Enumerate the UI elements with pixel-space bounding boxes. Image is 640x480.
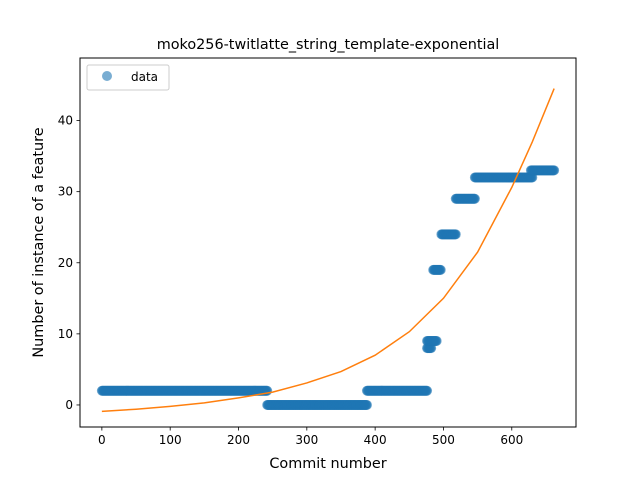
data-point	[435, 264, 446, 275]
y-tick-label: 40	[58, 114, 73, 128]
y-tick-label: 10	[58, 327, 73, 341]
x-tick-label: 100	[159, 433, 182, 447]
data-point	[361, 399, 372, 410]
data-series	[96, 165, 560, 410]
x-tick-label: 0	[98, 433, 106, 447]
y-tick-label: 20	[58, 256, 73, 270]
x-tick-label: 600	[500, 433, 523, 447]
data-point	[431, 335, 442, 346]
x-tick-label: 300	[295, 433, 318, 447]
x-tick-label: 200	[227, 433, 250, 447]
y-axis-label: Number of instance of a feature	[31, 127, 47, 357]
data-point	[450, 229, 461, 240]
legend: data	[86, 64, 170, 91]
y-axis-ticks: 0 10 20 30 40	[58, 114, 80, 412]
x-axis-ticks: 0 100 200 300 400 500 600	[98, 427, 523, 447]
data-point	[549, 165, 560, 176]
fit-series	[101, 88, 555, 413]
legend-marker-data	[102, 71, 112, 81]
x-tick-label: 500	[432, 433, 455, 447]
fit-line	[101, 88, 555, 413]
y-tick-label: 30	[58, 185, 73, 199]
x-axis-label: Commit number	[269, 456, 386, 472]
y-tick-label: 0	[65, 398, 73, 412]
data-point	[469, 193, 480, 204]
chart-title: moko256-twitlatte_string_template-expone…	[157, 37, 500, 53]
plot-frame	[79, 57, 577, 428]
data-point	[422, 385, 433, 396]
legend-label-data: data	[131, 70, 158, 84]
x-tick-label: 400	[364, 433, 387, 447]
